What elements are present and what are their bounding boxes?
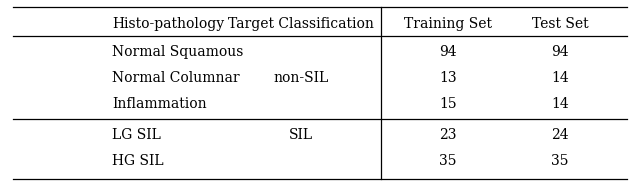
Text: 23: 23: [439, 128, 457, 142]
Text: 15: 15: [439, 97, 457, 111]
Text: 35: 35: [551, 154, 569, 168]
Text: Normal Columnar: Normal Columnar: [112, 71, 239, 85]
Text: 14: 14: [551, 71, 569, 85]
Text: 13: 13: [439, 71, 457, 85]
Text: 94: 94: [439, 45, 457, 59]
Text: LG SIL: LG SIL: [112, 128, 161, 142]
Text: 14: 14: [551, 97, 569, 111]
Text: Test Set: Test Set: [532, 17, 588, 31]
Text: Target Classification: Target Classification: [228, 17, 374, 31]
Text: Training Set: Training Set: [404, 17, 492, 31]
Text: SIL: SIL: [289, 128, 313, 142]
Text: non-SIL: non-SIL: [273, 71, 328, 85]
Text: 24: 24: [551, 128, 569, 142]
Text: 35: 35: [439, 154, 457, 168]
Text: Inflammation: Inflammation: [112, 97, 207, 111]
Text: Normal Squamous: Normal Squamous: [112, 45, 243, 59]
Text: HG SIL: HG SIL: [112, 154, 164, 168]
Text: 94: 94: [551, 45, 569, 59]
Text: Histo-pathology: Histo-pathology: [112, 17, 224, 31]
